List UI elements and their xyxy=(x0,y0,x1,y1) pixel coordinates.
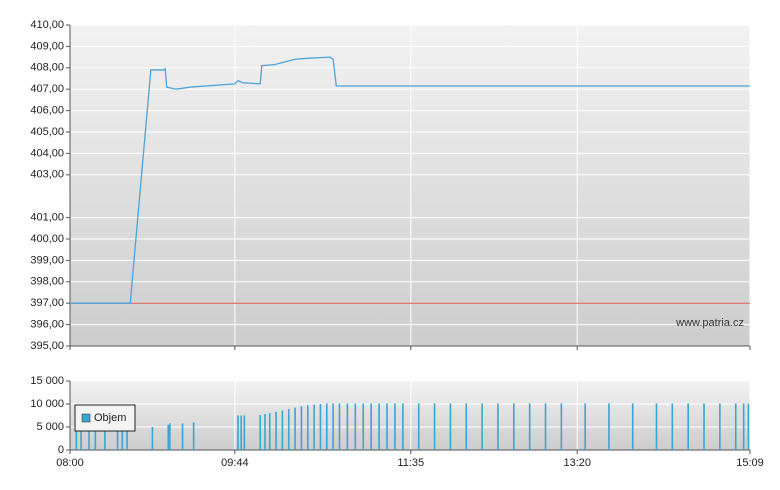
volume-bar xyxy=(687,403,689,450)
volume-bar xyxy=(104,429,106,450)
volume-bar xyxy=(192,422,195,450)
y-tick-label: 405,00 xyxy=(30,126,64,138)
volume-bar xyxy=(94,429,97,450)
volume-bar xyxy=(121,429,124,450)
y-tick-label: 400,00 xyxy=(30,233,64,245)
x-tick-label: 11:35 xyxy=(397,457,424,469)
y-tick-label: 15 000 xyxy=(30,375,64,387)
volume-bar xyxy=(608,403,610,450)
volume-bar xyxy=(417,403,420,450)
volume-bar xyxy=(169,423,171,450)
volume-bar xyxy=(719,403,721,450)
volume-bar xyxy=(294,407,296,450)
x-tick-label: 08:00 xyxy=(56,457,84,469)
volume-bar xyxy=(275,411,277,450)
plot-area xyxy=(70,25,750,346)
volume-bar xyxy=(449,403,452,450)
y-tick-label: 5 000 xyxy=(36,421,64,433)
volume-bar xyxy=(433,403,436,450)
volume-bar xyxy=(513,403,515,450)
volume-bar xyxy=(631,403,634,450)
volume-bar xyxy=(346,403,349,450)
volume-bar xyxy=(313,404,315,450)
volume-bar xyxy=(306,405,309,450)
x-tick-label: 09:44 xyxy=(221,457,249,469)
watermark: www.patria.cz xyxy=(675,317,744,329)
volume-bar xyxy=(338,403,341,450)
y-tick-label: 409,00 xyxy=(30,40,64,52)
volume-bar xyxy=(259,415,262,450)
volume-bar xyxy=(655,403,658,450)
volume-bar xyxy=(742,403,745,450)
plot-area xyxy=(70,381,750,450)
y-tick-label: 407,00 xyxy=(30,83,64,95)
volume-bar xyxy=(465,403,468,450)
volume-bar xyxy=(75,429,78,450)
volume-bar xyxy=(243,415,246,450)
volume-bar xyxy=(126,429,128,450)
volume-bar xyxy=(268,413,271,450)
x-tick-label: 13:20 xyxy=(563,457,591,469)
y-tick-label: 10 000 xyxy=(30,398,64,410)
volume-bar xyxy=(481,403,483,450)
y-tick-label: 401,00 xyxy=(30,212,64,224)
volume-bar xyxy=(116,429,119,450)
volume-bar xyxy=(325,403,328,450)
volume-bar xyxy=(703,403,705,450)
volume-bar xyxy=(167,424,170,450)
volume-bar xyxy=(362,403,365,450)
volume-bar xyxy=(151,427,154,450)
volume-bar xyxy=(528,403,531,450)
volume-bar xyxy=(319,404,322,450)
legend-label: Objem xyxy=(94,412,126,424)
volume-bar xyxy=(584,403,586,450)
price-line xyxy=(70,56,750,304)
x-tick-label: 15:09 xyxy=(736,457,764,469)
volume-bar xyxy=(240,415,242,450)
volume-bar xyxy=(671,403,674,450)
legend-swatch xyxy=(81,413,91,423)
volume-bar xyxy=(354,403,357,450)
volume-bar xyxy=(560,403,563,450)
y-tick-label: 406,00 xyxy=(30,105,64,117)
volume-bar xyxy=(386,403,388,450)
y-tick-label: 0 xyxy=(58,444,64,456)
volume-bar xyxy=(264,414,266,450)
volume-bar xyxy=(332,403,334,450)
volume-bar xyxy=(80,429,82,450)
volume-bar xyxy=(181,423,184,450)
volume-bar xyxy=(370,403,372,450)
volume-bar xyxy=(402,403,404,450)
y-tick-label: 396,00 xyxy=(30,319,64,331)
y-tick-label: 395,00 xyxy=(30,340,64,352)
volume-bar xyxy=(734,403,737,450)
y-tick-label: 398,00 xyxy=(30,276,64,288)
y-tick-label: 399,00 xyxy=(30,254,64,266)
volume-bar xyxy=(300,406,303,450)
volume-bar xyxy=(237,415,239,450)
y-tick-label: 410,00 xyxy=(30,19,64,31)
volume-bar xyxy=(544,403,547,450)
volume-bar xyxy=(281,410,284,450)
y-tick-label: 404,00 xyxy=(30,147,64,159)
volume-bar xyxy=(378,403,380,450)
volume-bar xyxy=(88,429,90,450)
y-tick-label: 408,00 xyxy=(30,62,64,74)
y-tick-label: 403,00 xyxy=(30,169,64,181)
volume-bar xyxy=(747,403,750,450)
y-tick-label: 397,00 xyxy=(30,297,64,309)
volume-bar xyxy=(287,409,290,450)
volume-bar xyxy=(394,403,396,450)
volume-bar xyxy=(497,403,499,450)
